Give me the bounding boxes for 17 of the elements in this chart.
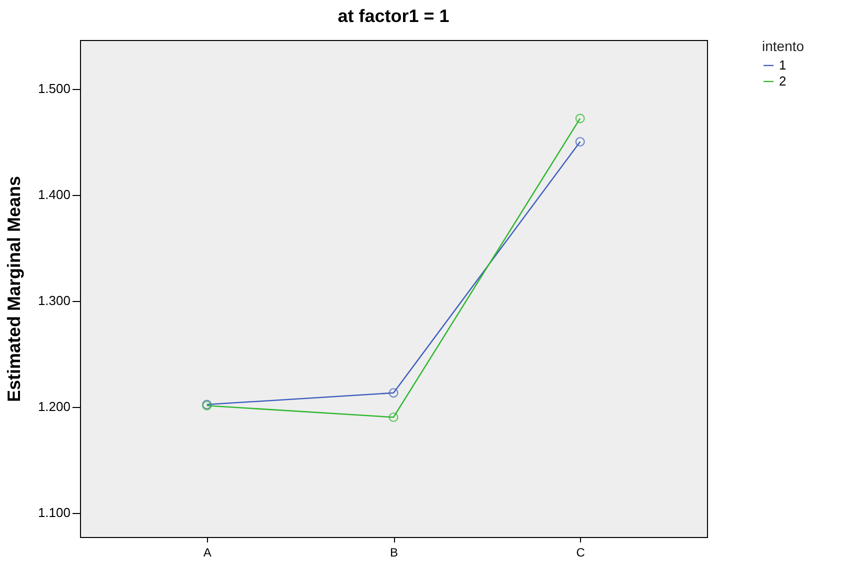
y-tick-label: 1.100 bbox=[38, 505, 70, 520]
y-tick-label: 1.400 bbox=[38, 187, 70, 202]
point bbox=[388, 388, 398, 398]
x-tick-label: A bbox=[203, 546, 212, 560]
point bbox=[575, 136, 585, 147]
point bbox=[575, 114, 585, 124]
point bbox=[388, 412, 398, 422]
y-tick-label: 1.300 bbox=[38, 293, 70, 308]
y-tick-label: 1.500 bbox=[38, 81, 70, 96]
chart-title: at factor1 = 1 bbox=[338, 6, 450, 26]
x-tick-label: B bbox=[390, 546, 398, 560]
x-tick-label: C bbox=[576, 546, 586, 560]
y-axis-title: Estimated Marginal Means bbox=[4, 176, 24, 402]
legend-label: 2 bbox=[779, 74, 786, 88]
legend-label: 1 bbox=[779, 58, 786, 72]
y-tick-label: 1.200 bbox=[38, 399, 70, 414]
legend-title: intento bbox=[762, 38, 804, 54]
